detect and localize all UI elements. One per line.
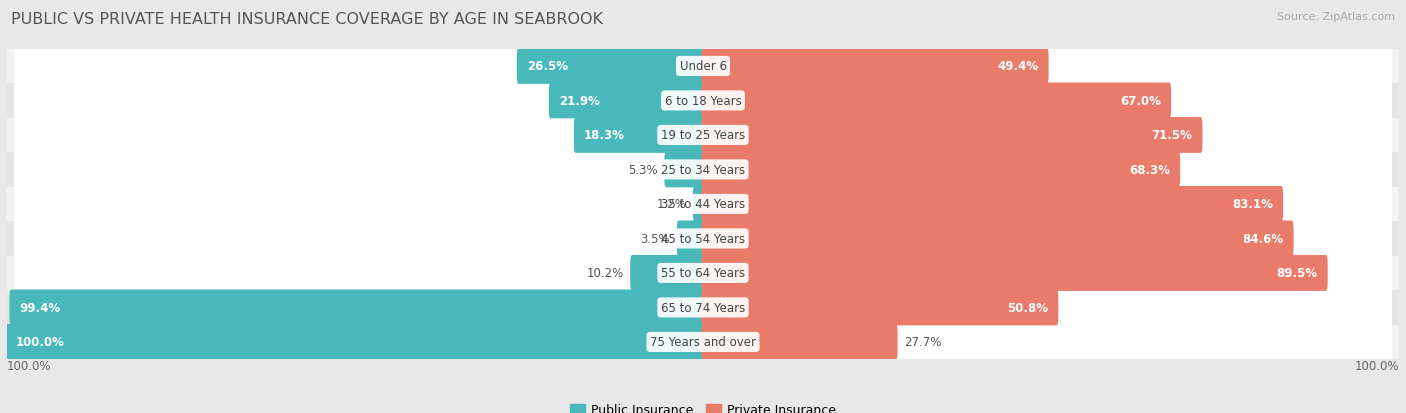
FancyBboxPatch shape: [7, 119, 1399, 153]
Text: 26.5%: 26.5%: [527, 60, 568, 73]
Text: 50.8%: 50.8%: [1007, 301, 1049, 314]
Text: 5.3%: 5.3%: [628, 164, 658, 176]
FancyBboxPatch shape: [7, 50, 1399, 84]
Text: PUBLIC VS PRIVATE HEALTH INSURANCE COVERAGE BY AGE IN SEABROOK: PUBLIC VS PRIVATE HEALTH INSURANCE COVER…: [11, 12, 603, 27]
FancyBboxPatch shape: [664, 152, 704, 188]
Text: 35 to 44 Years: 35 to 44 Years: [661, 198, 745, 211]
Text: 27.7%: 27.7%: [904, 336, 942, 349]
Text: 100.0%: 100.0%: [1354, 359, 1399, 372]
FancyBboxPatch shape: [6, 324, 704, 360]
Text: 100.0%: 100.0%: [7, 359, 52, 372]
FancyBboxPatch shape: [14, 74, 1392, 129]
FancyBboxPatch shape: [630, 255, 704, 291]
Text: 83.1%: 83.1%: [1232, 198, 1272, 211]
FancyBboxPatch shape: [693, 187, 704, 222]
FancyBboxPatch shape: [7, 187, 1399, 222]
Text: 19 to 25 Years: 19 to 25 Years: [661, 129, 745, 142]
FancyBboxPatch shape: [548, 83, 704, 119]
FancyBboxPatch shape: [14, 211, 1392, 266]
FancyBboxPatch shape: [702, 290, 1059, 325]
Text: 6 to 18 Years: 6 to 18 Years: [665, 95, 741, 108]
FancyBboxPatch shape: [702, 255, 1327, 291]
Text: 25 to 34 Years: 25 to 34 Years: [661, 164, 745, 176]
FancyBboxPatch shape: [10, 290, 704, 325]
Text: 49.4%: 49.4%: [997, 60, 1039, 73]
Text: 71.5%: 71.5%: [1152, 129, 1192, 142]
Text: 45 to 54 Years: 45 to 54 Years: [661, 233, 745, 245]
Text: Source: ZipAtlas.com: Source: ZipAtlas.com: [1277, 12, 1395, 22]
FancyBboxPatch shape: [7, 325, 1399, 359]
FancyBboxPatch shape: [14, 280, 1392, 335]
FancyBboxPatch shape: [7, 84, 1399, 119]
Text: Under 6: Under 6: [679, 60, 727, 73]
FancyBboxPatch shape: [7, 290, 1399, 325]
Text: 100.0%: 100.0%: [15, 336, 65, 349]
Text: 3.5%: 3.5%: [641, 233, 671, 245]
FancyBboxPatch shape: [517, 49, 704, 85]
Text: 99.4%: 99.4%: [20, 301, 60, 314]
Text: 65 to 74 Years: 65 to 74 Years: [661, 301, 745, 314]
FancyBboxPatch shape: [7, 222, 1399, 256]
FancyBboxPatch shape: [702, 118, 1202, 154]
FancyBboxPatch shape: [7, 256, 1399, 290]
FancyBboxPatch shape: [14, 39, 1392, 94]
Text: 1.2%: 1.2%: [657, 198, 686, 211]
FancyBboxPatch shape: [702, 152, 1180, 188]
Text: 68.3%: 68.3%: [1129, 164, 1170, 176]
Text: 10.2%: 10.2%: [586, 267, 624, 280]
FancyBboxPatch shape: [702, 187, 1284, 222]
FancyBboxPatch shape: [702, 221, 1294, 257]
FancyBboxPatch shape: [702, 324, 897, 360]
FancyBboxPatch shape: [14, 246, 1392, 301]
Text: 75 Years and over: 75 Years and over: [650, 336, 756, 349]
Text: 18.3%: 18.3%: [583, 129, 624, 142]
FancyBboxPatch shape: [7, 153, 1399, 187]
Text: 21.9%: 21.9%: [560, 95, 600, 108]
Text: 89.5%: 89.5%: [1277, 267, 1317, 280]
FancyBboxPatch shape: [14, 142, 1392, 197]
FancyBboxPatch shape: [14, 315, 1392, 370]
Text: 84.6%: 84.6%: [1243, 233, 1284, 245]
FancyBboxPatch shape: [702, 49, 1049, 85]
FancyBboxPatch shape: [676, 221, 704, 257]
FancyBboxPatch shape: [14, 177, 1392, 232]
FancyBboxPatch shape: [702, 83, 1171, 119]
Text: 67.0%: 67.0%: [1121, 95, 1161, 108]
Legend: Public Insurance, Private Insurance: Public Insurance, Private Insurance: [565, 398, 841, 413]
FancyBboxPatch shape: [574, 118, 704, 154]
Text: 55 to 64 Years: 55 to 64 Years: [661, 267, 745, 280]
FancyBboxPatch shape: [14, 108, 1392, 163]
